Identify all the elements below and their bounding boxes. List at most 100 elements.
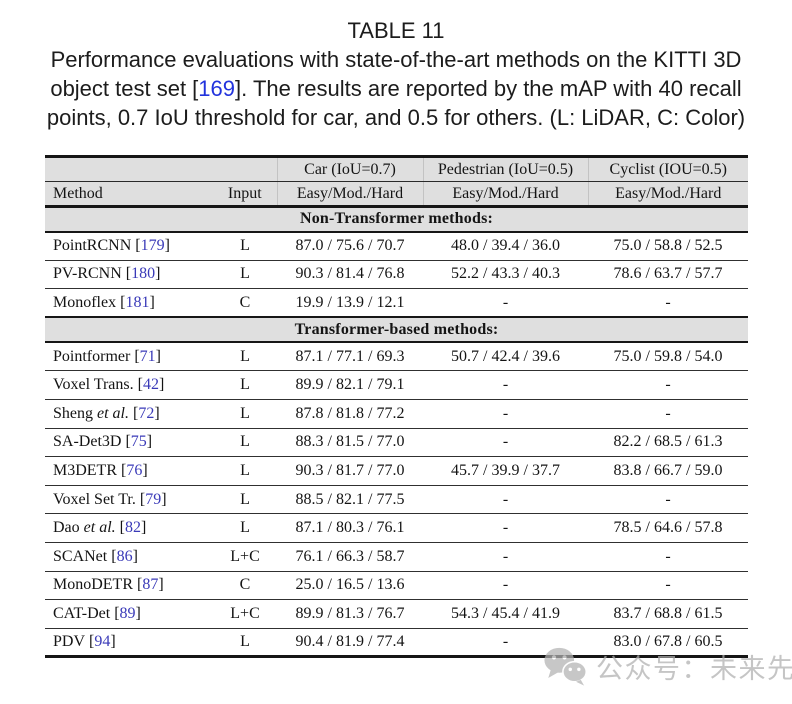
- cite-bracket-open: [: [119, 519, 125, 537]
- cite-bracket-open: [: [139, 490, 146, 508]
- cyclist-values-cell: 75.0 / 58.8 / 52.5: [588, 231, 748, 261]
- cyclist-values-cell: -: [588, 571, 748, 601]
- input-cell: L: [213, 485, 277, 515]
- reference-link[interactable]: 169: [198, 76, 236, 101]
- cite-bracket-open: [: [133, 404, 139, 422]
- cite-bracket-close: ]: [146, 433, 153, 451]
- results-table: Car (IoU=0.7) Pedestrian (IoU=0.5) Cycli…: [45, 155, 748, 659]
- method-etal: et al.: [83, 519, 116, 537]
- car-values-cell: 19.9 / 13.9 / 12.1: [277, 288, 423, 319]
- citation-link[interactable]: 42: [142, 376, 159, 394]
- car-values-cell: 87.0 / 75.6 / 70.7: [277, 231, 423, 261]
- method-name: PDV: [53, 633, 86, 651]
- method-cell: SCANet [86]: [45, 542, 213, 572]
- citation-link[interactable]: 75: [130, 433, 147, 451]
- method-name: Voxel Set Tr.: [53, 490, 136, 508]
- method-name: SA-Det3D: [53, 433, 122, 451]
- cite-bracket-open: [: [134, 347, 140, 365]
- cite-bracket-open: [: [121, 461, 127, 479]
- car-values-cell: 90.3 / 81.7 / 77.0: [277, 456, 423, 486]
- citation-link[interactable]: 76: [126, 461, 143, 479]
- pedestrian-values-cell: -: [423, 628, 588, 659]
- pedestrian-values-cell: -: [423, 370, 588, 400]
- method-cell: MonoDETR [87]: [45, 571, 213, 601]
- empty-header-cell: [213, 155, 277, 182]
- cyclist-values-cell: -: [588, 370, 748, 400]
- method-cell: PV-RCNN [180]: [45, 260, 213, 290]
- car-values-cell: 89.9 / 81.3 / 76.7: [277, 599, 423, 629]
- table-caption: TABLE 11 Performance evaluations with st…: [0, 16, 792, 132]
- cite-bracket-open: [: [125, 433, 131, 451]
- method-name: SCANet: [53, 547, 108, 565]
- cite-bracket-close: ]: [161, 490, 167, 508]
- group-header-car: Car (IoU=0.7): [276, 155, 423, 182]
- section-header-transformer: Transformer-based methods:: [45, 317, 748, 344]
- car-values-cell: 76.1 / 66.3 / 58.7: [277, 542, 423, 572]
- cyclist-values-cell: 75.0 / 59.8 / 54.0: [588, 342, 748, 372]
- cite-bracket-open: [: [135, 237, 141, 255]
- group-header-row: Car (IoU=0.7) Pedestrian (IoU=0.5) Cycli…: [45, 155, 748, 182]
- car-values-cell: 89.9 / 82.1 / 79.1: [277, 370, 423, 400]
- cite-bracket-open: [: [137, 376, 143, 394]
- pedestrian-values-cell: 45.7 / 39.9 / 37.7: [423, 456, 588, 486]
- method-cell: CAT-Det [89]: [45, 599, 213, 629]
- car-values-cell: 87.1 / 77.1 / 69.3: [277, 342, 423, 372]
- table-number: TABLE 11: [347, 18, 445, 43]
- citation-link[interactable]: 89: [119, 604, 136, 622]
- cite-bracket-close: ]: [142, 461, 148, 479]
- table-row: Pointformer [71] L 87.1 / 77.1 / 69.3 50.…: [45, 342, 748, 372]
- input-cell: L: [213, 628, 277, 659]
- cite-bracket-close: ]: [140, 519, 147, 537]
- car-values-cell: 90.3 / 81.4 / 76.8: [277, 260, 423, 290]
- pedestrian-values-cell: 50.7 / 42.4 / 39.6: [423, 342, 588, 372]
- citation-link[interactable]: 86: [116, 547, 133, 565]
- empty-header-cell: [45, 155, 213, 182]
- cyclist-values-cell: -: [588, 288, 748, 319]
- method-cell: M3DETR [76]: [45, 456, 213, 486]
- car-values-cell: 88.5 / 82.1 / 77.5: [277, 485, 423, 515]
- column-header-car-emh: Easy/Mod./Hard: [276, 181, 423, 208]
- input-cell: L+C: [213, 599, 277, 629]
- citation-link[interactable]: 72: [138, 404, 155, 422]
- table-row: CAT-Det [89] L+C 89.9 / 81.3 / 76.7 54.3 …: [45, 599, 748, 629]
- table-row: PointRCNN [179] L 87.0 / 75.6 / 70.7 48.0…: [45, 231, 748, 261]
- citation-link[interactable]: 94: [94, 633, 111, 651]
- cite-bracket-open: [: [114, 604, 120, 622]
- citation-link[interactable]: 87: [142, 576, 159, 594]
- cyclist-values-cell: 78.6 / 63.7 / 57.7: [588, 260, 748, 290]
- method-name: Monoflex: [53, 293, 117, 311]
- section-header-non-transformer: Non-Transformer methods:: [45, 206, 748, 233]
- cite-bracket-close: ]: [110, 633, 116, 651]
- citation-link[interactable]: 79: [145, 490, 162, 508]
- cyclist-values-cell: 78.5 / 64.6 / 57.8: [588, 513, 748, 543]
- citation-link[interactable]: 71: [139, 347, 156, 365]
- method-name: CAT-Det: [53, 604, 111, 622]
- cite-bracket-close: ]: [158, 576, 164, 594]
- table-row: Voxel Set Tr. [79] L 88.5 / 82.1 / 77.5 -…: [45, 485, 748, 515]
- cite-bracket-open: [: [120, 293, 126, 311]
- cite-bracket-close: ]: [158, 376, 165, 394]
- table-row: SA-Det3D [75] L 88.3 / 81.5 / 77.0 - 82.2…: [45, 428, 748, 458]
- caption-line-1: Performance evaluations with state-of-th…: [50, 47, 742, 72]
- input-cell: L+C: [213, 542, 277, 572]
- citation-link[interactable]: 180: [131, 265, 156, 283]
- citation-link[interactable]: 82: [124, 519, 141, 537]
- section-title: Transformer-based methods:: [45, 317, 748, 344]
- method-cell: Voxel Set Tr. [79]: [45, 485, 213, 515]
- pedestrian-values-cell: 52.2 / 43.3 / 40.3: [423, 260, 588, 290]
- method-etal: et al.: [97, 404, 129, 422]
- cite-bracket-open: [: [89, 633, 95, 651]
- table-row: PDV [94] L 90.4 / 81.9 / 77.4 - 83.0 / 67…: [45, 628, 748, 659]
- car-values-cell: 25.0 / 16.5 / 13.6: [277, 571, 423, 601]
- cite-bracket-close: ]: [164, 237, 170, 255]
- input-cell: L: [213, 456, 277, 486]
- pedestrian-values-cell: -: [423, 542, 588, 572]
- section-title: Non-Transformer methods:: [45, 206, 748, 233]
- input-cell: C: [213, 288, 277, 319]
- method-cell: Pointformer [71]: [45, 342, 213, 372]
- citation-link[interactable]: 181: [125, 293, 150, 311]
- table-row: Sheng et al. [72] L 87.8 / 81.8 / 77.2 - -: [45, 399, 748, 429]
- column-header-pedestrian-emh: Easy/Mod./Hard: [422, 181, 588, 208]
- citation-link[interactable]: 179: [140, 237, 165, 255]
- column-header-input: Input: [213, 181, 277, 208]
